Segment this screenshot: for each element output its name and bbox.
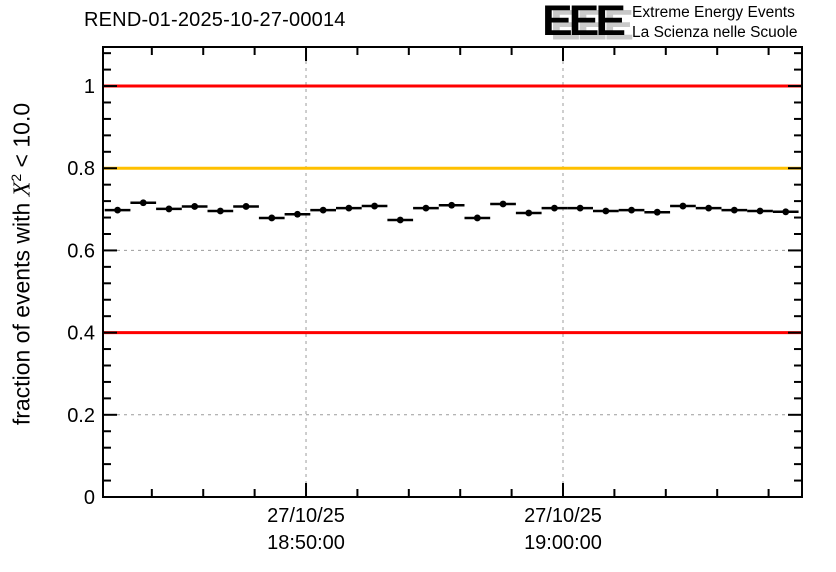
data-point <box>345 204 353 212</box>
data-point <box>165 205 173 213</box>
x-tick-label-date: 27/10/25 <box>524 505 602 527</box>
data-point <box>396 216 404 224</box>
data-point <box>268 214 276 222</box>
data-point <box>576 204 584 212</box>
data-point <box>473 214 481 222</box>
data-point <box>371 202 378 210</box>
data-point <box>294 210 301 218</box>
y-tick-label: 0.6 <box>67 240 95 262</box>
eee-logo: EEE Extreme Energy Events La Scienza nel… <box>542 0 798 44</box>
data-point <box>782 208 790 216</box>
data-point <box>422 204 430 212</box>
x-tick-label-time: 19:00:00 <box>524 532 602 554</box>
eee-logo-line1: Extreme Energy Events <box>632 4 795 21</box>
y-tick-label: 0.8 <box>67 158 95 180</box>
x-tick-label-date: 27/10/25 <box>267 505 345 527</box>
data-point <box>216 207 224 215</box>
plot-frame <box>102 46 803 498</box>
page-title: REND-01-2025-10-27-00014 <box>84 9 346 31</box>
data-point <box>705 204 713 212</box>
data-point <box>319 206 327 214</box>
y-tick-label: 0.2 <box>67 405 95 427</box>
data-point <box>653 208 661 216</box>
data-point <box>242 203 250 210</box>
data-point <box>679 202 687 210</box>
data-point <box>551 204 558 212</box>
y-tick-label: 0 <box>84 487 95 509</box>
y-tick-label: 1 <box>84 76 95 98</box>
data-point <box>628 206 635 214</box>
eee-logo-line2: La Scienza nelle Scuole <box>632 24 798 41</box>
x-tick-label-time: 18:50:00 <box>267 532 345 554</box>
data-point <box>139 199 147 207</box>
data-point <box>602 207 610 215</box>
data-point <box>756 207 764 215</box>
eee-logo-captions: Extreme Energy Events La Scienza nelle S… <box>632 0 797 43</box>
data-point <box>114 206 121 214</box>
data-point <box>525 209 533 217</box>
data-point <box>448 201 456 209</box>
y-tick-label: 0.4 <box>67 323 95 345</box>
data-point <box>499 200 507 208</box>
data-point <box>191 203 199 210</box>
eee-logo-acronym: EEE <box>542 0 626 45</box>
data-point <box>730 206 738 214</box>
